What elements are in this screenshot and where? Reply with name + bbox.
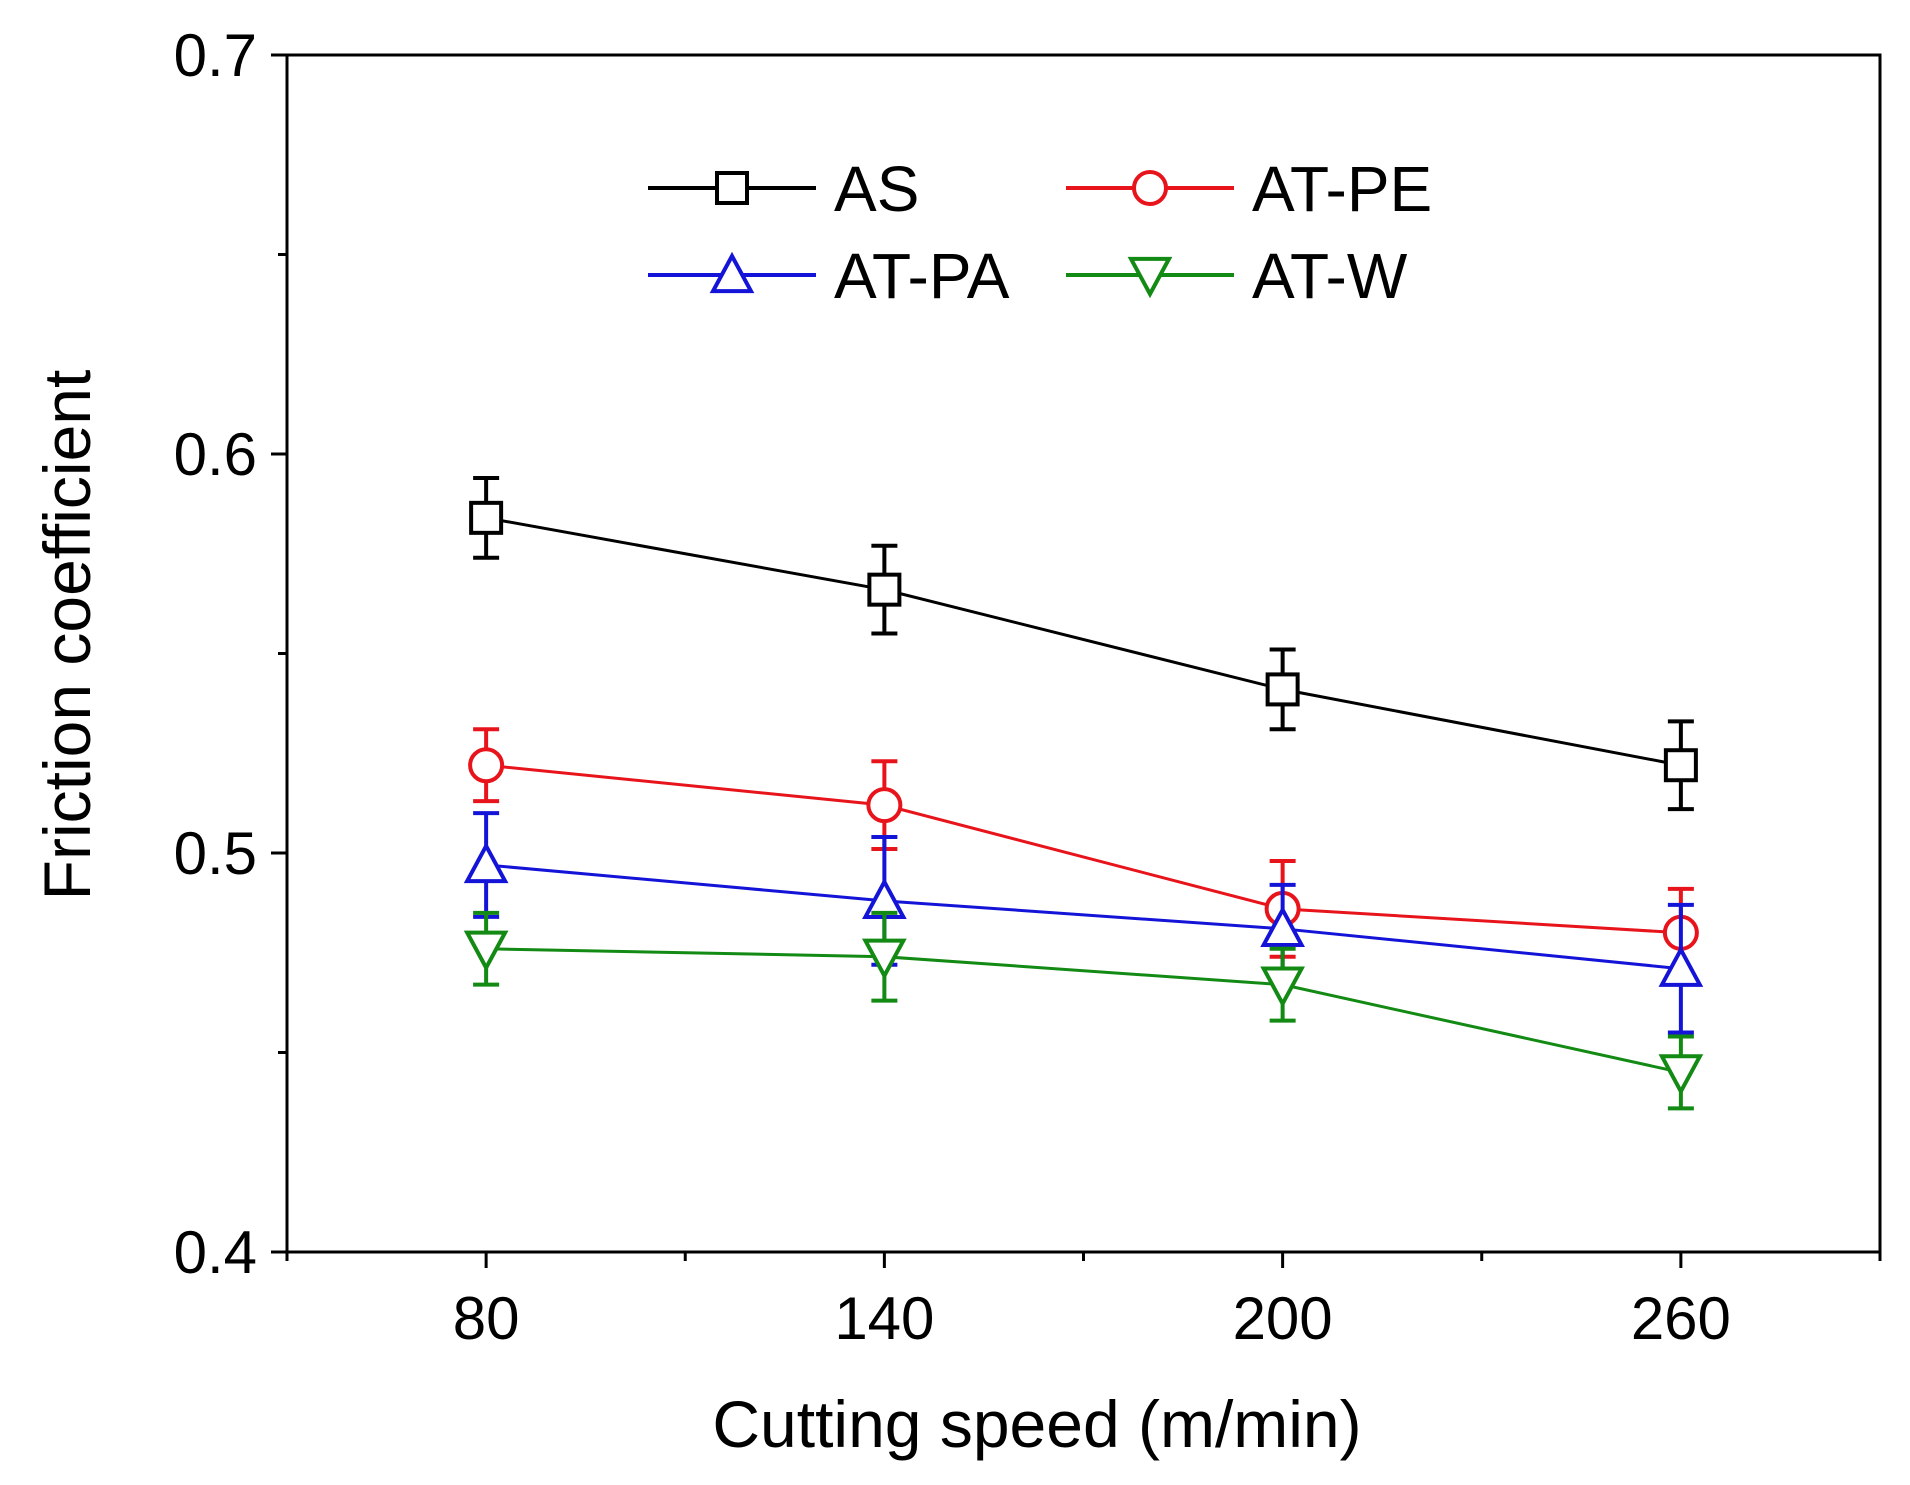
data-point-at-w (1658, 1054, 1704, 1096)
x-tick-label: 140 (834, 1285, 934, 1352)
legend-item-at-pa: AT-PA (648, 240, 1010, 312)
series-at-w (463, 910, 1704, 1111)
y-tick-label: 0.7 (174, 22, 257, 89)
legend-marker-at-pe (1132, 170, 1168, 206)
legend: AS AT-PE AT-PA AT-W (648, 153, 1432, 312)
series-line-at-pe (485, 763, 1681, 935)
data-point-at-w (862, 938, 907, 980)
legend-label-at-w: AT-W (1252, 240, 1408, 312)
x-tick-label: 80 (453, 1285, 520, 1352)
series-layer (463, 475, 1704, 1111)
data-point-at-pa (1260, 905, 1305, 947)
data-point-at-pe (468, 747, 505, 784)
data-point-as (867, 572, 902, 607)
legend-item-at-pe: AT-PE (1066, 153, 1432, 225)
legend-marker-as (715, 171, 749, 205)
data-point-at-w (463, 930, 509, 972)
series-line-at-pa (485, 863, 1682, 971)
series-at-pa (463, 811, 1704, 1035)
y-tick-label: 0.6 (174, 421, 257, 488)
x-tick-label: 200 (1233, 1285, 1333, 1352)
legend-item-as: AS (648, 153, 919, 225)
data-point-at-pa (1658, 945, 1704, 987)
data-point-at-pe (866, 787, 903, 824)
y-tick-label: 0.4 (174, 1219, 257, 1286)
legend-marker-at-pa (709, 251, 755, 294)
legend-marker-at-w (1127, 256, 1173, 299)
x-tick-label: 260 (1631, 1285, 1731, 1352)
data-point-as (1265, 672, 1300, 707)
x-axis-title: Cutting speed (m/min) (712, 1387, 1361, 1461)
legend-item-at-w: AT-W (1066, 240, 1408, 312)
data-point-as (1663, 748, 1698, 783)
legend-label-at-pe: AT-PE (1252, 153, 1432, 225)
y-tick-label: 0.5 (174, 820, 257, 887)
legend-label-at-pa: AT-PA (834, 240, 1010, 312)
data-point-at-pa (463, 841, 509, 884)
series-line-as (485, 516, 1682, 767)
data-point-as (469, 500, 504, 535)
axes-layer: 0.4 0.5 0.6 0.7 80 140 200 260 (174, 22, 1882, 1352)
series-as (469, 475, 1698, 812)
series-line-at-w (486, 947, 1682, 1074)
legend-label-as: AS (834, 153, 919, 225)
data-point-at-w (1260, 966, 1305, 1008)
y-axis-title: Friction coefficient (30, 370, 104, 901)
